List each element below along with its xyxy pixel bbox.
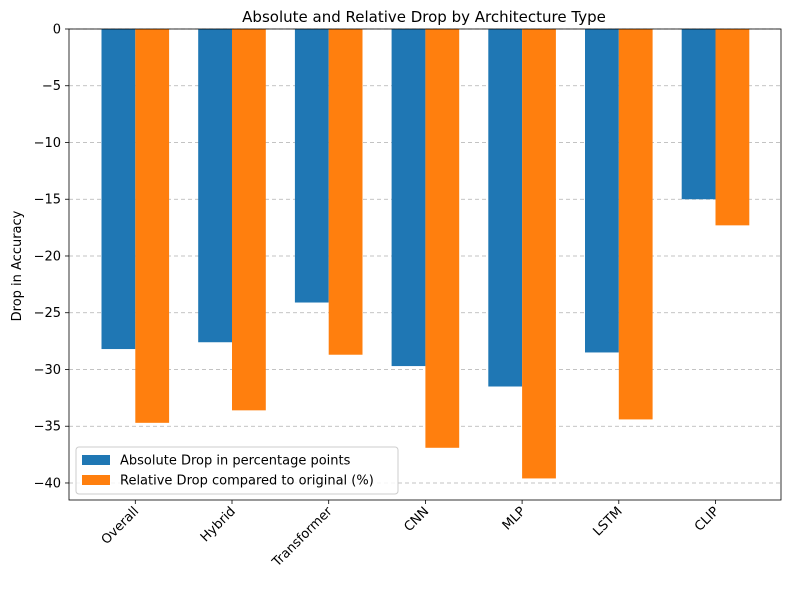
x-tick-label: Overall bbox=[99, 504, 142, 547]
bar-relative-lstm bbox=[618, 29, 653, 420]
y-tick-label: −20 bbox=[34, 249, 61, 264]
bar-absolute-overall bbox=[101, 29, 136, 350]
x-tick-label: MLP bbox=[500, 504, 529, 533]
x-tick-label: Transformer bbox=[269, 504, 336, 571]
legend: Absolute Drop in percentage points Relati… bbox=[75, 446, 399, 495]
y-tick-label: −5 bbox=[42, 79, 61, 94]
bar-absolute-lstm bbox=[585, 29, 619, 353]
chart-title: Absolute and Relative Drop by Architectu… bbox=[242, 8, 606, 26]
y-axis-label: Drop in Accuracy bbox=[10, 210, 25, 321]
x-tick-label: CNN bbox=[401, 504, 432, 535]
bars bbox=[101, 29, 750, 479]
x-tick-label: CLIP bbox=[692, 504, 723, 535]
bar-relative-transformer bbox=[328, 29, 363, 355]
y-tick-label: −25 bbox=[34, 306, 61, 321]
bar-relative-clip bbox=[715, 29, 750, 226]
legend-label: Absolute Drop in percentage points bbox=[120, 454, 351, 469]
x-ticks: Overall Hybrid Transformer CNN MLP LSTM CLIP bbox=[99, 500, 723, 571]
bar-absolute-mlp bbox=[488, 29, 523, 387]
y-tick-label: −30 bbox=[34, 363, 61, 378]
legend-swatch bbox=[82, 455, 110, 465]
legend-label: Relative Drop compared to original (%) bbox=[120, 474, 374, 489]
bar-absolute-cnn bbox=[391, 29, 426, 367]
bar-relative-hybrid bbox=[232, 29, 266, 411]
legend-swatch bbox=[82, 475, 110, 485]
y-tick-label: −15 bbox=[34, 193, 61, 208]
bar-relative-cnn bbox=[425, 29, 460, 448]
y-tick-label: −10 bbox=[34, 136, 61, 151]
bar-absolute-clip bbox=[681, 29, 716, 200]
bar-absolute-transformer bbox=[294, 29, 329, 303]
x-tick-label: Hybrid bbox=[198, 504, 239, 545]
bar-absolute-hybrid bbox=[198, 29, 232, 343]
legend-box bbox=[75, 446, 399, 495]
y-tick-label: −35 bbox=[34, 420, 61, 435]
bar-relative-mlp bbox=[522, 29, 556, 479]
x-tick-label: LSTM bbox=[591, 504, 626, 539]
y-tick-label: 0 bbox=[53, 23, 61, 38]
bar-relative-overall bbox=[135, 29, 170, 423]
y-ticks: 0 −5 −10 −15 −20 −25 −30 −35 −40 bbox=[34, 23, 69, 491]
y-tick-label: −40 bbox=[34, 476, 61, 491]
